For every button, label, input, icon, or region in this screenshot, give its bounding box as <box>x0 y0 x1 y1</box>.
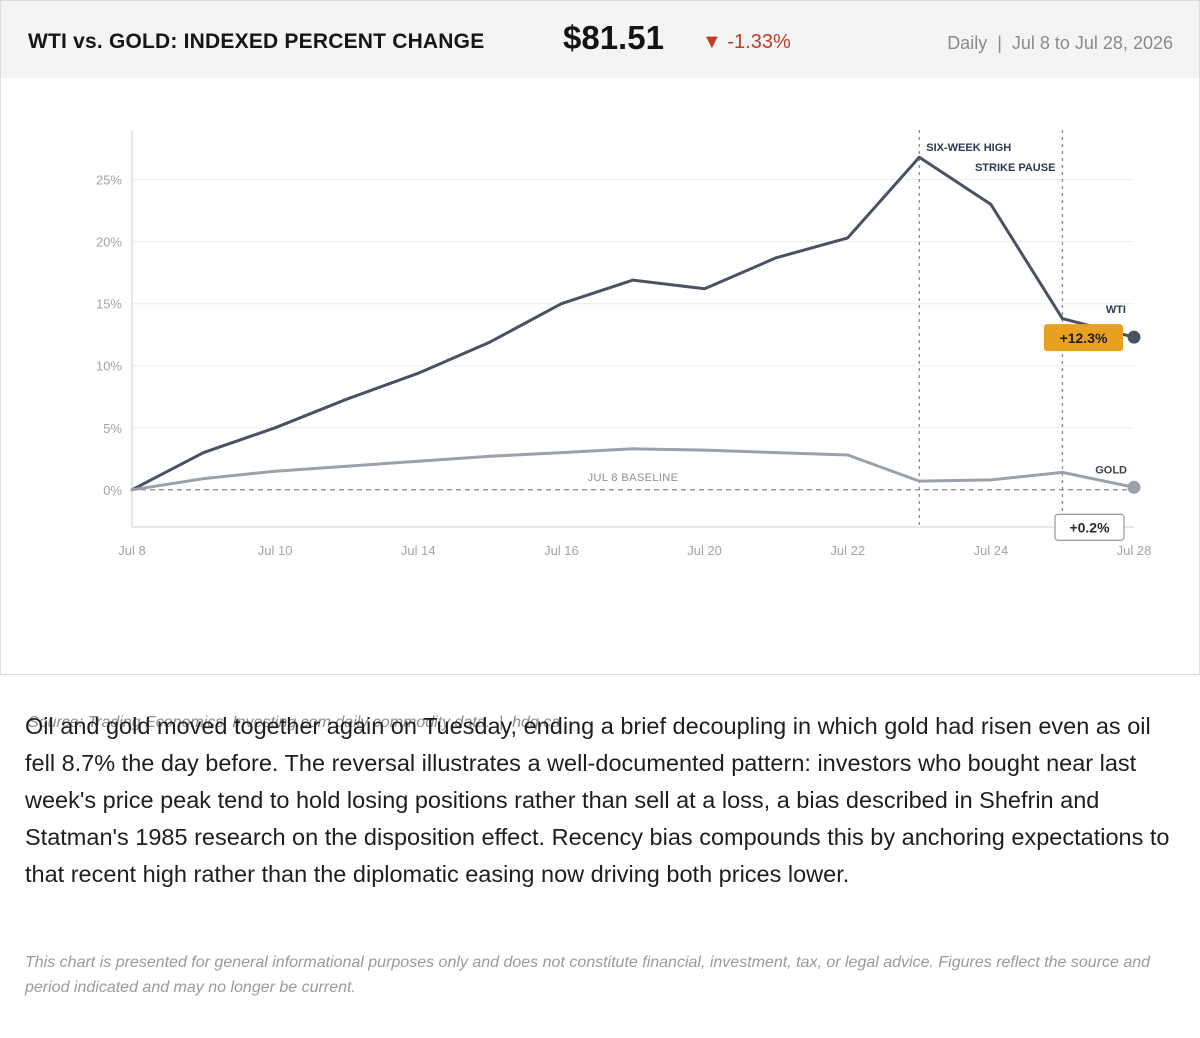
series-label-wti: WTI <box>1106 304 1126 316</box>
price-change-value: -1.33% <box>727 31 791 53</box>
x-tick-label: Jul 24 <box>974 543 1009 558</box>
y-tick-label: 5% <box>103 421 122 436</box>
event-marker-label: SIX-WEEK HIGH <box>926 142 1011 154</box>
event-marker-label: STRIKE PAUSE <box>975 162 1055 174</box>
series-line-wti <box>130 155 1136 492</box>
y-tick-label: 0% <box>103 483 122 498</box>
x-tick-label: Jul 22 <box>830 543 865 558</box>
down-arrow-icon: ▼ <box>702 31 722 53</box>
chart-source: Source: Trading Economics, Investing.com… <box>28 714 561 731</box>
x-tick-label: Jul 20 <box>687 543 722 558</box>
series-label-gold: GOLD <box>1095 464 1127 476</box>
y-tick-label: 20% <box>96 235 122 250</box>
chart-panel: JUL 8 BASELINE 0% 5% 10% 15% 20% 25% Jul 8 Jul … <box>0 78 1200 731</box>
x-tick-label: Jul 14 <box>401 543 436 558</box>
series-line-gold <box>130 447 1136 492</box>
chart-title: WTI vs. GOLD: INDEXED PERCENT CHANGE <box>28 30 485 53</box>
period-label: Daily | Jul 8 to Jul 28, 2026 <box>947 33 1173 53</box>
article-paragraph: Oil and gold moved together again on Tue… <box>25 713 1170 887</box>
y-tick-label: 25% <box>96 173 122 188</box>
x-tick-label: Jul 10 <box>258 543 293 558</box>
series-end-point-wti <box>1127 330 1141 344</box>
x-tick-label: Jul 8 <box>118 543 145 558</box>
price-change: ▼ -1.33% <box>702 31 791 54</box>
price-value: $81.51 <box>563 19 664 56</box>
wti-value-tag-bg <box>1044 324 1123 352</box>
series-end-point-gold <box>1127 480 1141 494</box>
y-tick-label: 15% <box>96 297 122 312</box>
gold-value-tag: +0.2% <box>1069 519 1110 535</box>
gold-value-tag-bg <box>1054 513 1125 541</box>
chart-header: WTI vs. GOLD: INDEXED PERCENT CHANGE $81… <box>0 0 1200 79</box>
x-tick-label: Jul 28 <box>1117 543 1152 558</box>
baseline-label: JUL 8 BASELINE <box>588 472 679 484</box>
x-tick-label: Jul 16 <box>544 543 579 558</box>
line-chart: JUL 8 BASELINE 0% 5% 10% 15% 20% 25% Jul 8 Jul … <box>96 130 1152 558</box>
wti-value-tag: +12.3% <box>1060 330 1108 346</box>
disclaimer: This chart is presented for general info… <box>25 954 1151 996</box>
y-tick-label: 10% <box>96 359 122 374</box>
